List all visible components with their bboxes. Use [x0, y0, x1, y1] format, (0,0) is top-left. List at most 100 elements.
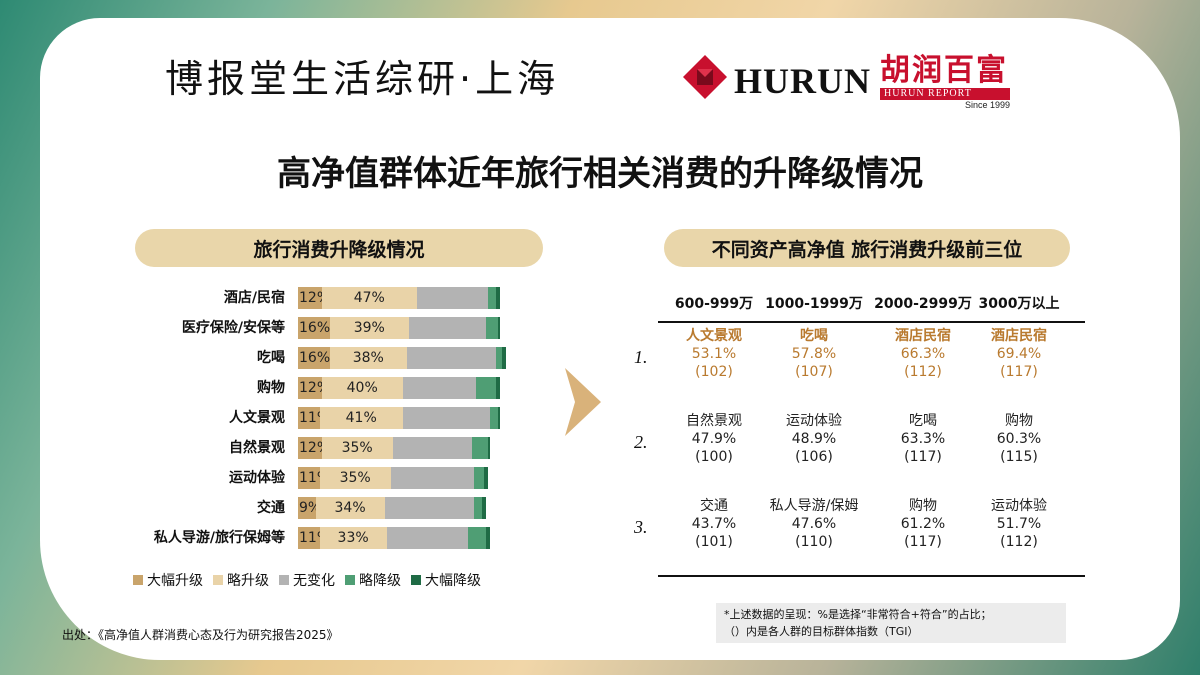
bar-stack: 12% 40% — [298, 377, 500, 399]
bar-stack: 11% 35% — [298, 467, 500, 489]
bar-segment — [495, 377, 500, 399]
report-since-text: Since 1999 — [964, 100, 1010, 110]
chart-legend: 大幅升级 略升级 无变化 略降级 大幅降级 — [133, 570, 481, 590]
cell-name: 私人导游/保姆 — [769, 498, 859, 514]
category-label: 运动体验 — [229, 470, 285, 486]
table-cell: 购物 61.2% (117) — [868, 497, 978, 551]
cell-name: 购物 — [909, 498, 937, 514]
footnote-box: *上述数据的呈现：%是选择“非常符合+符合”的占比； （）内是各人群的目标群体指… — [716, 603, 1066, 643]
legend-item: 无变化 — [279, 570, 335, 590]
category-label: 私人导游/旅行保姆等 — [153, 530, 285, 546]
cell-tgi: (117) — [904, 534, 942, 550]
data-label: 35% — [339, 470, 371, 486]
bar-segment — [330, 347, 408, 369]
report-cn-text: 胡润百富 — [880, 53, 1008, 88]
cell-name: 吃喝 — [909, 413, 937, 429]
legend-swatch — [345, 575, 355, 585]
cell-name: 运动体验 — [786, 413, 842, 429]
category-label: 吃喝 — [257, 350, 285, 366]
bar-stack: 9% 34% — [298, 497, 500, 519]
left-panel-title: 旅行消费升降级情况 — [135, 229, 543, 267]
cell-name: 酒店民宿 — [991, 328, 1047, 344]
data-label: 40% — [346, 380, 378, 396]
hurun-logo-icon — [683, 55, 727, 99]
table-cell: 购物 60.3% (115) — [964, 412, 1074, 466]
cell-tgi: (112) — [1000, 534, 1038, 550]
cell-tgi: (117) — [1000, 364, 1038, 380]
column-header: 3000万以上 — [978, 296, 1060, 312]
legend-item: 略降级 — [345, 570, 401, 590]
cell-pct: 63.3% — [900, 431, 946, 447]
bar-segment — [407, 347, 496, 369]
bar-segment — [320, 407, 404, 429]
bar-segment — [485, 317, 498, 339]
bar-segment — [322, 377, 404, 399]
cell-pct: 51.7% — [996, 516, 1042, 532]
bar-segment — [497, 317, 500, 339]
bar-segment — [298, 407, 321, 429]
data-label: 41% — [345, 410, 377, 426]
cell-tgi: (117) — [904, 449, 942, 465]
cell-pct: 47.9% — [691, 431, 737, 447]
bar-segment — [386, 527, 468, 549]
bar-segment — [298, 347, 331, 369]
bar-segment — [330, 317, 410, 339]
bar-segment — [316, 497, 385, 519]
table-cell: 吃喝 57.8% (107) — [759, 327, 869, 381]
bar-segment — [322, 287, 418, 309]
bar-stack: 16% 38% — [298, 347, 507, 369]
source-citation: 出处：《高净值人群消费心态及行为研究报告2025》 — [62, 628, 339, 642]
category-label: 自然景观 — [229, 440, 285, 456]
right-panel-title: 不同资产高净值 旅行消费升级前三位 — [664, 229, 1070, 267]
content-card — [40, 18, 1180, 660]
bar-segment — [471, 437, 488, 459]
footnote-line-1: *上述数据的呈现：%是选择“非常符合+符合”的占比； — [724, 608, 992, 621]
category-label: 医疗保险/安保等 — [181, 320, 285, 336]
hurun-report-logo: 胡润百富 HURUN REPORT Since 1999 — [880, 55, 1010, 110]
cell-pct: 69.4% — [996, 346, 1042, 362]
bar-stack: 12% 35% — [298, 437, 500, 459]
page-title: 高净值群体近年旅行相关消费的升降级情况 — [277, 154, 923, 194]
bar-segment — [489, 407, 498, 429]
category-label: 人文景观 — [229, 410, 285, 426]
category-label: 购物 — [257, 380, 285, 396]
data-label: 35% — [341, 440, 373, 456]
bar-segment — [417, 287, 488, 309]
bar-segment — [487, 437, 490, 459]
cell-tgi: (100) — [695, 449, 733, 465]
cell-name: 交通 — [700, 498, 728, 514]
cell-tgi: (110) — [795, 534, 833, 550]
data-label: 39% — [353, 320, 385, 336]
bar-segment — [403, 407, 490, 429]
bar-segment — [384, 497, 474, 519]
footnote-line-2: （）内是各人群的目标群体指数（TGI） — [724, 625, 919, 638]
cell-name: 人文景观 — [686, 328, 742, 344]
rank-label: 3. — [634, 517, 648, 537]
brand-title: 博报堂生活综研·上海 — [165, 57, 560, 101]
data-label: 38% — [352, 350, 384, 366]
bar-segment — [320, 467, 391, 489]
cell-pct: 53.1% — [691, 346, 737, 362]
legend-label: 略升级 — [227, 573, 269, 589]
data-label: 16% — [299, 350, 331, 366]
bar-segment — [495, 347, 502, 369]
cell-name: 自然景观 — [686, 413, 742, 429]
column-header: 2000-2999万 — [874, 296, 972, 312]
bar-segment — [322, 437, 393, 459]
cell-tgi: (102) — [695, 364, 733, 380]
cell-pct: 66.3% — [900, 346, 946, 362]
cell-pct: 60.3% — [996, 431, 1042, 447]
cell-pct: 48.9% — [791, 431, 837, 447]
legend-swatch — [411, 575, 421, 585]
column-header: 1000-1999万 — [765, 296, 863, 312]
table-cell: 运动体验 51.7% (112) — [964, 497, 1074, 551]
bar-segment — [475, 377, 496, 399]
cell-tgi: (106) — [795, 449, 833, 465]
rank-label: 2. — [634, 432, 648, 452]
bar-segment — [409, 317, 486, 339]
bar-segment — [481, 497, 486, 519]
legend-swatch — [279, 575, 289, 585]
legend-swatch — [213, 575, 223, 585]
bar-stack: 11% 41% — [298, 407, 500, 429]
arrow-right-icon — [565, 368, 601, 436]
